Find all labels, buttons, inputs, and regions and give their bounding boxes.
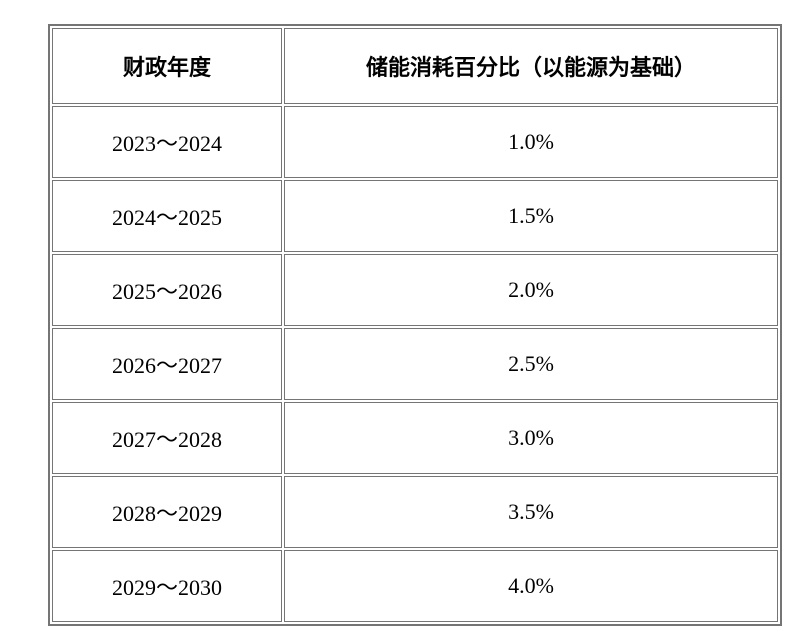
fiscal-year-cell: 2027～2028 <box>52 402 282 474</box>
header-fiscal-year: 财政年度 <box>52 28 282 104</box>
percentage-cell: 2.5% <box>284 328 778 400</box>
percentage-cell: 3.5% <box>284 476 778 548</box>
percentage-cell: 1.0% <box>284 106 778 178</box>
header-percentage: 储能消耗百分比（以能源为基础） <box>284 28 778 104</box>
energy-storage-table: 财政年度 储能消耗百分比（以能源为基础） 2023～2024 1.0% 2024… <box>48 24 782 626</box>
percentage-cell: 4.0% <box>284 550 778 622</box>
table-row: 2027～2028 3.0% <box>52 402 778 474</box>
fiscal-year-cell: 2028～2029 <box>52 476 282 548</box>
percentage-cell: 1.5% <box>284 180 778 252</box>
table-row: 2023～2024 1.0% <box>52 106 778 178</box>
table-row: 2028～2029 3.5% <box>52 476 778 548</box>
table-row: 2026～2027 2.5% <box>52 328 778 400</box>
fiscal-year-cell: 2025～2026 <box>52 254 282 326</box>
fiscal-year-cell: 2024～2025 <box>52 180 282 252</box>
percentage-cell: 3.0% <box>284 402 778 474</box>
table-row: 2025～2026 2.0% <box>52 254 778 326</box>
fiscal-year-cell: 2026～2027 <box>52 328 282 400</box>
fiscal-year-cell: 2023～2024 <box>52 106 282 178</box>
table-row: 2029～2030 4.0% <box>52 550 778 622</box>
table-row: 2024～2025 1.5% <box>52 180 778 252</box>
fiscal-year-cell: 2029～2030 <box>52 550 282 622</box>
percentage-cell: 2.0% <box>284 254 778 326</box>
table-header-row: 财政年度 储能消耗百分比（以能源为基础） <box>52 28 778 104</box>
